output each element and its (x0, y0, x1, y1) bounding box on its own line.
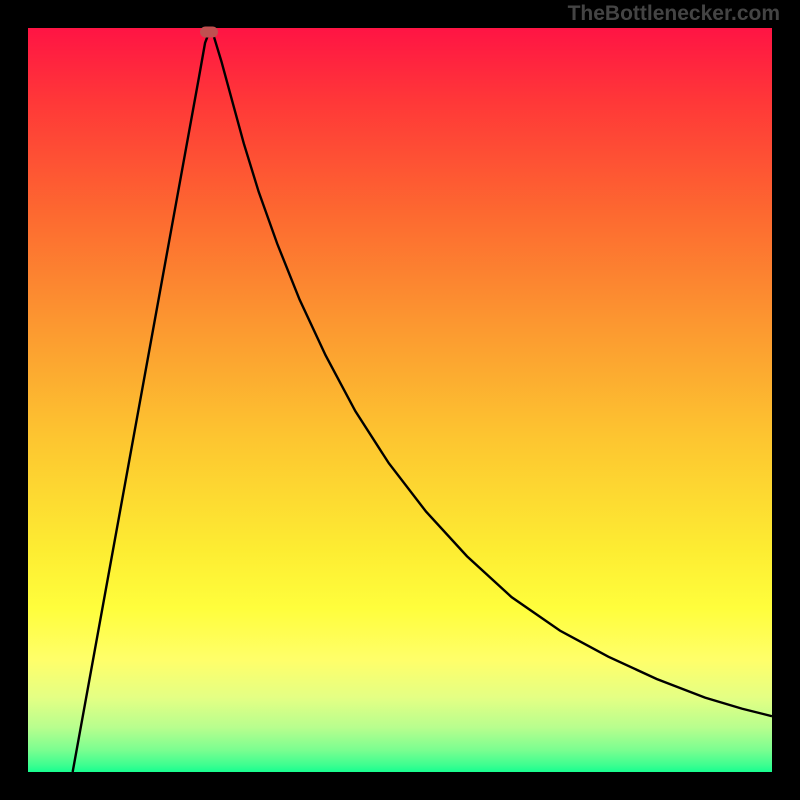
chart-line (28, 28, 772, 772)
chart-container (28, 28, 772, 772)
watermark-text: TheBottlenecker.com (568, 2, 780, 26)
chart-plot-area (28, 28, 772, 772)
chart-min-marker (200, 27, 218, 38)
